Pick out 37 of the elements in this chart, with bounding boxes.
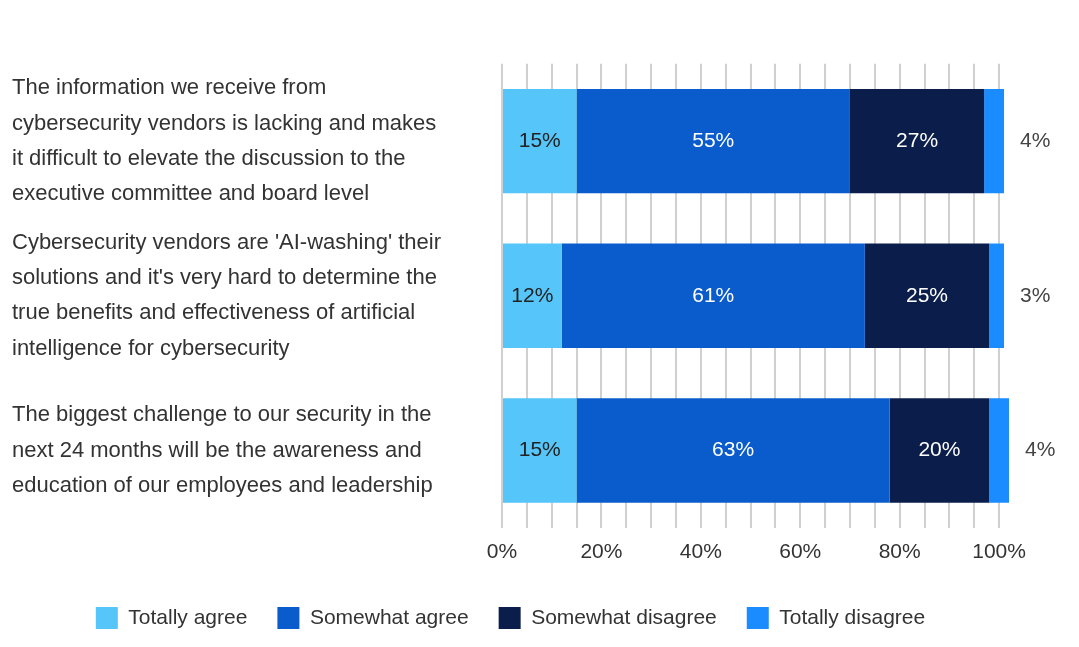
bar bbox=[889, 398, 990, 503]
bar bbox=[576, 398, 890, 503]
data-label: 12% bbox=[511, 282, 554, 306]
x-tick-label: 20% bbox=[580, 539, 623, 563]
bar bbox=[989, 243, 1005, 348]
y-tick-label: The biggest challenge to our security in the next 24 months will be the awareness and education of our employees and leadership bbox=[12, 401, 433, 497]
bar bbox=[984, 88, 1005, 194]
bar bbox=[989, 398, 1009, 503]
bar bbox=[561, 243, 865, 348]
legend-label: Totally agree bbox=[128, 604, 248, 628]
x-tick-label: 0% bbox=[486, 539, 518, 563]
legend-label: Somewhat disagree bbox=[531, 604, 717, 628]
legend-label: Totally disagree bbox=[779, 604, 926, 628]
data-label: 63% bbox=[712, 437, 755, 461]
bar bbox=[849, 88, 985, 194]
data-label: 15% bbox=[518, 437, 561, 461]
x-tick-label: 40% bbox=[679, 539, 722, 563]
legend-label: Somewhat agree bbox=[309, 604, 469, 628]
data-label: 25% bbox=[905, 282, 948, 306]
y-tick-label: Cybersecurity vendors are 'AI-washing' their solutions and it's very hard to determine the true benefits and effectiveness of artificial intelligence for cybersecurity bbox=[12, 229, 442, 360]
data-label: 20% bbox=[918, 437, 961, 461]
y-tick-label: The information we receive from cybersecurity vendors is lacking and makes it difficult to elevate the discussion to the executive committee and board level bbox=[12, 74, 437, 205]
bar bbox=[503, 243, 562, 348]
x-tick-label: 60% bbox=[779, 539, 822, 563]
data-label: 4% bbox=[1020, 127, 1051, 151]
bar bbox=[864, 243, 990, 348]
data-label: 4% bbox=[1025, 437, 1056, 461]
data-label: 15% bbox=[518, 127, 561, 151]
data-label: 3% bbox=[1020, 282, 1051, 306]
data-label: 61% bbox=[692, 282, 735, 306]
bar bbox=[503, 88, 577, 194]
bar bbox=[576, 88, 850, 194]
bar bbox=[503, 398, 577, 503]
x-tick-label: 100% bbox=[972, 539, 1026, 563]
data-label: 27% bbox=[896, 127, 939, 151]
x-tick-label: 80% bbox=[878, 539, 921, 563]
data-label: 55% bbox=[692, 127, 735, 151]
